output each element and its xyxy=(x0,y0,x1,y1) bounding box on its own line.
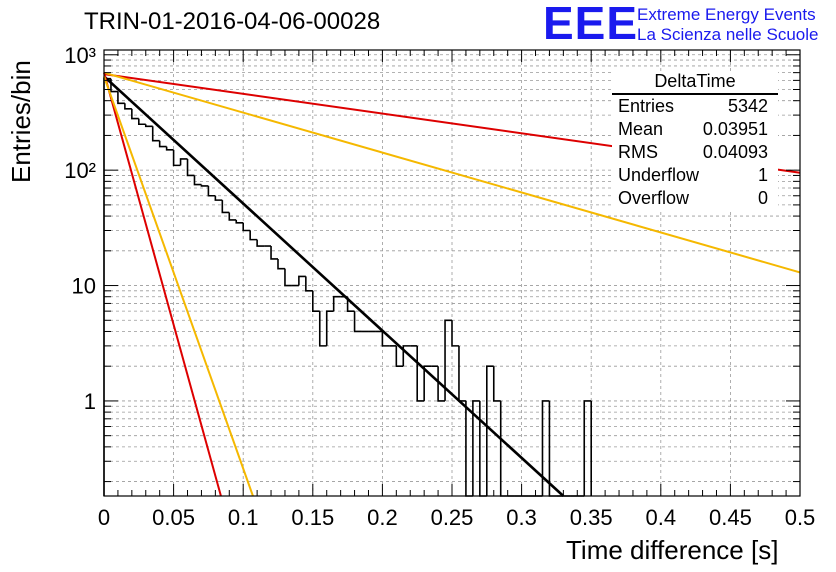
histogram-bin xyxy=(437,366,446,402)
histogram-bin xyxy=(165,146,174,151)
histogram-bin xyxy=(228,212,237,221)
x-tick-label: 0.5 xyxy=(785,505,816,530)
histogram-bin xyxy=(325,310,334,346)
fit-line xyxy=(103,72,222,497)
histogram-bin xyxy=(138,118,146,126)
x-tick-label: 0.45 xyxy=(709,505,752,530)
x-tick-label: 0.1 xyxy=(228,505,259,530)
stats-row-entries: Entries 5342 xyxy=(618,96,768,116)
fit-line xyxy=(103,76,254,497)
histogram-bin xyxy=(318,311,327,347)
histogram-bin xyxy=(270,246,278,260)
histogram-bin xyxy=(346,296,355,312)
fit-line xyxy=(103,75,565,497)
histogram-bin xyxy=(458,345,466,402)
histogram-bin xyxy=(103,77,111,496)
histogram-bin xyxy=(249,230,258,241)
histogram-bin xyxy=(583,400,592,496)
histogram xyxy=(103,77,592,497)
y-axis-label: Entries/bin xyxy=(6,60,36,183)
histogram-bin xyxy=(402,345,411,367)
histogram-bin xyxy=(124,103,132,110)
histogram-bin xyxy=(353,311,362,333)
histogram-bin xyxy=(256,239,265,247)
x-tick-label: 0.25 xyxy=(431,505,474,530)
x-tick-label: 0 xyxy=(98,505,110,530)
y-tick-labels: 10³ 10² 10 1 xyxy=(64,43,96,414)
histogram-bin xyxy=(242,222,251,232)
stats-row-overflow: Overflow 0 xyxy=(618,188,768,208)
logo-caption-2: La Scienza nelle Scuole xyxy=(637,25,819,44)
histogram-bin xyxy=(492,366,501,402)
histogram-bin xyxy=(207,185,216,197)
histogram-bin xyxy=(214,195,223,201)
histogram-bin xyxy=(179,158,188,166)
histogram-bin xyxy=(298,275,306,286)
histogram-bin xyxy=(486,365,494,496)
histogram-bin xyxy=(395,345,404,367)
histogram-bin xyxy=(117,91,125,105)
histogram-bin xyxy=(131,108,139,120)
x-tick-labels: 0 0.05 0.1 0.15 0.2 0.25 0.3 0.35 0.4 0.45 0.5 xyxy=(98,505,815,530)
histogram-bin xyxy=(277,258,285,270)
histogram-bin xyxy=(235,219,244,224)
histogram-bin xyxy=(416,345,425,402)
histogram-bin xyxy=(423,365,432,401)
histogram-bin xyxy=(158,140,167,148)
histogram-bin xyxy=(541,400,550,496)
stats-title: DeltaTime xyxy=(612,71,778,95)
x-axis-label: Time difference [s] xyxy=(566,535,779,565)
logo-caption-1: Extreme Energy Events xyxy=(637,5,816,24)
histogram-bin xyxy=(200,184,209,187)
x-tick-label: 0.3 xyxy=(506,505,537,530)
fit-line xyxy=(103,71,801,274)
histogram-bin xyxy=(444,319,452,401)
y-tick-label: 10³ xyxy=(64,43,96,68)
x-tick-label: 0.15 xyxy=(291,505,334,530)
stats-row-underflow: Underflow 1 xyxy=(618,165,768,185)
histogram-bin xyxy=(472,400,480,496)
chart-title: TRIN-01-2016-04-06-00028 xyxy=(84,8,381,35)
stats-row-rms: RMS 0.04093 xyxy=(618,142,768,162)
stats-box: DeltaTime Entries 5342 Mean 0.03951 RMS 0.0… xyxy=(612,71,778,210)
histogram-bin xyxy=(451,320,459,347)
eee-logo: EEE xyxy=(543,0,639,49)
histogram-bin xyxy=(332,295,341,312)
histogram-bin xyxy=(221,200,230,214)
histogram-bin xyxy=(186,158,195,177)
histogram-bin xyxy=(193,175,202,186)
y-tick-label: 10 xyxy=(72,274,96,299)
y-tick-label: 1 xyxy=(84,389,96,414)
histogram-bin xyxy=(144,124,153,128)
histogram-bin xyxy=(284,268,292,287)
x-tick-label: 0.35 xyxy=(570,505,613,530)
histogram-bin xyxy=(151,126,160,142)
y-tick-label: 10² xyxy=(64,158,96,183)
histogram-bin xyxy=(381,331,390,347)
stats-row-mean: Mean 0.03951 xyxy=(618,119,768,139)
x-tick-label: 0.2 xyxy=(367,505,398,530)
axis-ticks xyxy=(103,50,801,496)
x-tick-label: 0.05 xyxy=(152,505,195,530)
histogram-bin xyxy=(305,276,313,292)
x-tick-label: 0.4 xyxy=(646,505,677,530)
histogram-bin xyxy=(172,149,181,167)
histogram-bin xyxy=(312,290,320,312)
